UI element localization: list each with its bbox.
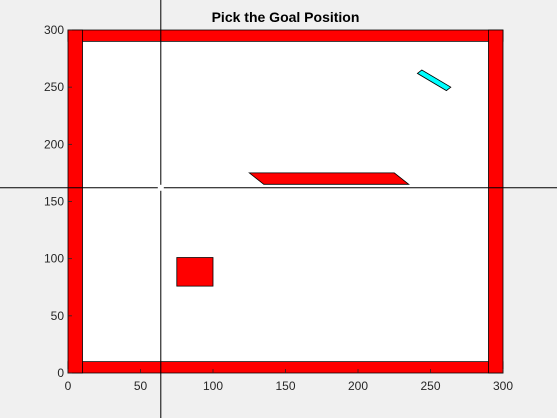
thin-bar-obstacle [248, 172, 410, 185]
x-tick-label: 100 [203, 379, 223, 393]
plot-title: Pick the Goal Position [211, 9, 360, 25]
crosshair-center-gap [157, 184, 164, 191]
axes-background[interactable] [68, 30, 503, 373]
robot-layer [416, 69, 452, 92]
wall-top [67, 29, 504, 42]
y-tick-label: 50 [51, 309, 65, 323]
x-tick-label: 50 [134, 379, 148, 393]
x-tick-label: 0 [65, 379, 72, 393]
tick-layer: 0 50 100 150 200 250 300 0 50 100 150 200 250 300 [44, 23, 513, 393]
y-tick-label: 200 [44, 137, 64, 151]
x-tick-label: 250 [420, 379, 440, 393]
y-tick-label: 0 [57, 366, 64, 380]
x-tick-label: 300 [493, 379, 513, 393]
square-obstacle [176, 257, 214, 287]
robot-rectangle [416, 69, 452, 92]
y-tick-label: 300 [44, 23, 64, 37]
wall-right [488, 29, 504, 374]
y-tick-label: 250 [44, 80, 64, 94]
x-tick-label: 200 [348, 379, 368, 393]
y-tick-label: 150 [44, 195, 64, 209]
x-tick-label: 150 [275, 379, 295, 393]
y-tick-label: 100 [44, 252, 64, 266]
